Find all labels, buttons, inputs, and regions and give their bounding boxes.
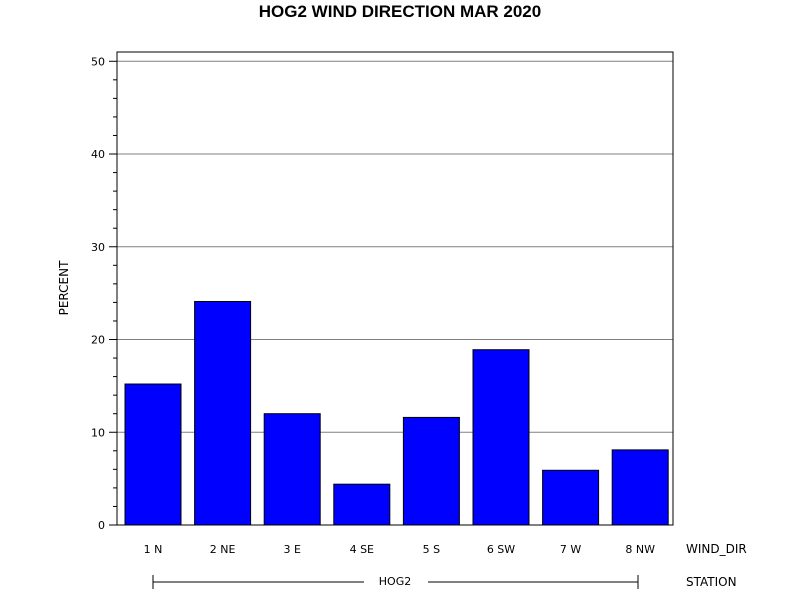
bar bbox=[472, 349, 530, 526]
chart-title: HOG2 WIND DIRECTION MAR 2020 bbox=[259, 2, 541, 21]
bar bbox=[611, 449, 669, 526]
y-tick-label: 40 bbox=[91, 148, 105, 161]
x-tick-label: 4 SE bbox=[350, 543, 374, 556]
x-tick-label: 3 E bbox=[283, 543, 300, 556]
y-axis-label: PERCENT bbox=[57, 260, 71, 315]
group-axis-label: STATION bbox=[686, 575, 737, 589]
x-tick-label: 7 W bbox=[560, 543, 581, 556]
y-tick-label: 10 bbox=[91, 426, 105, 439]
bar bbox=[542, 469, 600, 526]
plot-frame bbox=[116, 51, 674, 526]
station-group-bracket: HOG2 bbox=[152, 575, 639, 589]
bars bbox=[124, 300, 669, 526]
y-tick-label: 30 bbox=[91, 241, 105, 254]
x-axis-label: WIND_DIR bbox=[686, 542, 747, 556]
station-group-label: HOG2 bbox=[379, 575, 411, 588]
bar bbox=[402, 416, 460, 526]
bar bbox=[124, 383, 182, 526]
x-tick-label: 2 NE bbox=[210, 543, 236, 556]
x-tick-label: 6 SW bbox=[487, 543, 515, 556]
bar bbox=[333, 483, 391, 526]
x-tick-label: 1 N bbox=[144, 543, 163, 556]
bar bbox=[194, 300, 252, 526]
y-axis: 0 10 20 30 40 50 bbox=[91, 55, 117, 532]
bar bbox=[263, 413, 321, 526]
x-axis-labels: 1 N 2 NE 3 E 4 SE 5 S 6 SW 7 W 8 NW bbox=[144, 543, 655, 556]
y-tick-label: 0 bbox=[98, 519, 105, 532]
x-tick-label: 5 S bbox=[423, 543, 440, 556]
y-tick-label: 50 bbox=[91, 55, 105, 68]
y-tick-label: 20 bbox=[91, 334, 105, 347]
x-tick-label: 8 NW bbox=[625, 543, 655, 556]
